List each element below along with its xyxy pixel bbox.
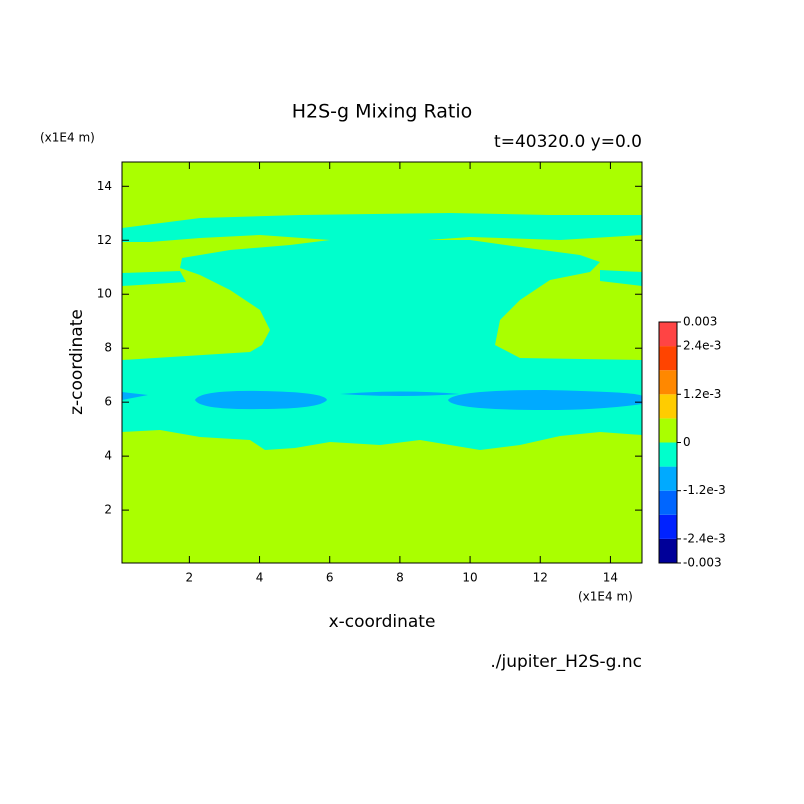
- colorbar-band: [659, 418, 677, 443]
- x-tick-label: 8: [396, 571, 404, 585]
- colorbar-band: [659, 538, 677, 563]
- y-tick-label: 10: [97, 287, 112, 301]
- y-tick-label: 14: [97, 179, 112, 193]
- colorbar-band: [659, 346, 677, 371]
- plot-frame: [121, 161, 643, 564]
- contour-region: [122, 270, 642, 286]
- colorbar-band: [659, 514, 677, 539]
- colorbar-tick-label: 0.003: [683, 315, 717, 329]
- contour-field: [122, 162, 642, 563]
- colorbar-tick-label: -2.4e-3: [683, 531, 726, 545]
- colorbar-band: [659, 490, 677, 515]
- y-tick-label: 4: [104, 449, 112, 463]
- colorbar-band: [659, 442, 677, 467]
- y-tick-label: 12: [97, 233, 112, 247]
- colorbar-tick-label: 0: [683, 435, 691, 449]
- y-tick-label: 6: [104, 395, 112, 409]
- colorbar-tick-label: 1.2e-3: [683, 387, 721, 401]
- x-tick-label: 6: [326, 571, 334, 585]
- x-tick-label: 14: [603, 571, 618, 585]
- x-tick-label: 12: [533, 571, 548, 585]
- y-tick-label: 8: [104, 341, 112, 355]
- colorbar-tick-label: -1.2e-3: [683, 483, 726, 497]
- y-tick-label: 2: [104, 503, 112, 517]
- x-tick-label: 4: [256, 571, 264, 585]
- y-unit: (x1E4 m): [40, 131, 95, 145]
- colorbar-band: [659, 394, 677, 419]
- x-tick-label: 2: [186, 571, 194, 585]
- contour-region: [122, 390, 642, 410]
- colorbar-band: [659, 370, 677, 395]
- source-file: ./jupiter_H2S-g.nc: [490, 652, 642, 672]
- x-unit: (x1E4 m): [578, 590, 633, 604]
- x-tick-label: 10: [462, 571, 477, 585]
- x-axis-label: x-coordinate: [329, 612, 436, 632]
- contour-region: [122, 213, 642, 242]
- colorbar-tick-label: -0.003: [683, 556, 722, 570]
- colorbar-tick-label: 2.4e-3: [683, 339, 721, 353]
- chart-title: H2S-g Mixing Ratio: [292, 101, 473, 123]
- colorbar-band: [659, 322, 677, 347]
- colorbar-band: [659, 466, 677, 491]
- y-axis-label: z-coordinate: [67, 309, 87, 415]
- chart-subtitle: t=40320.0 y=0.0: [494, 132, 642, 152]
